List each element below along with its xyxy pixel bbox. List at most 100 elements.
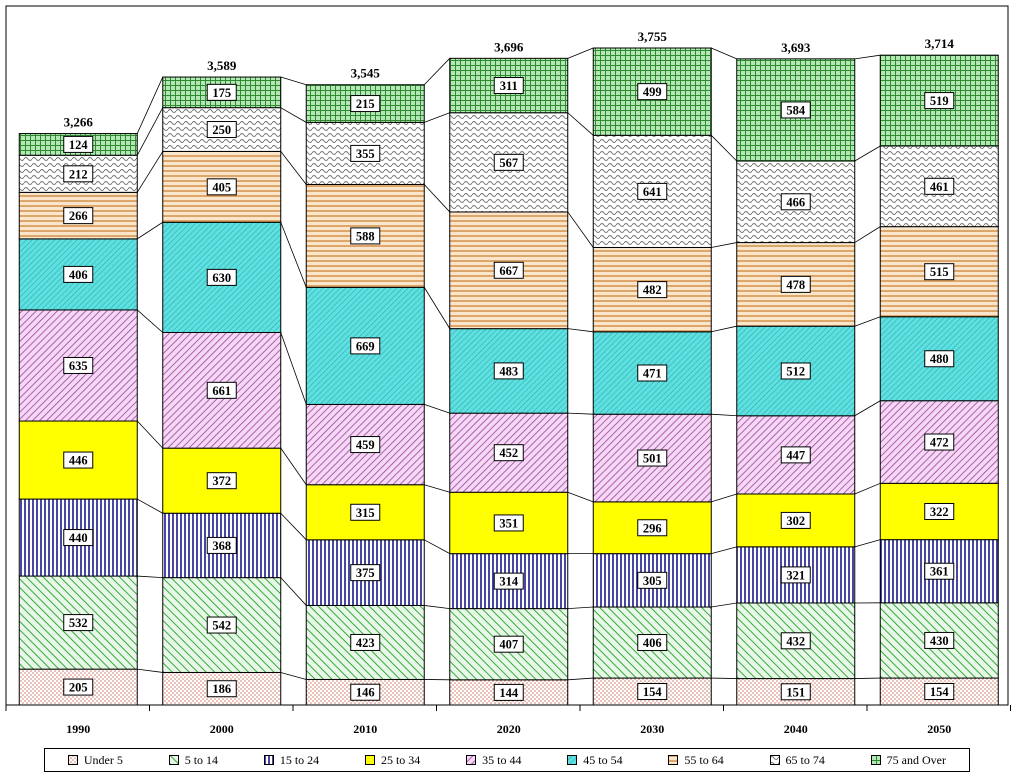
connector-line (854, 145, 881, 162)
category-label: 2020 (497, 722, 521, 736)
value-label: 314 (499, 575, 519, 589)
value-label: 305 (643, 574, 662, 588)
connector-line (854, 226, 881, 243)
value-label: 406 (69, 268, 88, 282)
value-label: 515 (930, 265, 949, 279)
value-label-box (63, 678, 94, 696)
value-label: 459 (356, 438, 375, 452)
value-label-box (637, 683, 668, 701)
connector-line (854, 482, 881, 495)
value-label-box (350, 227, 381, 245)
value-label: 146 (356, 686, 375, 700)
value-label: 635 (69, 359, 88, 373)
value-label-box (350, 144, 381, 162)
plot-frame (5, 5, 1009, 706)
legend-item: Under 5 (67, 753, 123, 768)
value-label: 250 (212, 123, 231, 137)
value-label-box (780, 193, 811, 211)
value-label: 532 (69, 616, 88, 630)
legend-item: 25 to 34 (364, 753, 420, 768)
value-label: 483 (499, 364, 518, 378)
connector-line (137, 668, 163, 673)
value-label-box (493, 572, 524, 590)
total-label: 3,266 (64, 115, 94, 130)
value-label: 567 (499, 156, 518, 170)
value-label-box (350, 436, 381, 454)
connector-line (280, 672, 307, 680)
value-label: 630 (212, 271, 231, 285)
value-label: 372 (212, 474, 231, 488)
legend-label: 35 to 44 (482, 752, 522, 767)
value-label: 296 (643, 521, 662, 535)
value-label: 501 (643, 452, 662, 466)
connector-line (136, 309, 164, 333)
legend-swatch (466, 755, 477, 765)
value-label: 466 (786, 195, 805, 209)
value-label: 661 (212, 384, 231, 398)
value-label: 368 (212, 539, 231, 553)
value-label-box (780, 683, 811, 701)
total-label: 3,589 (207, 58, 237, 73)
legend-swatch (263, 755, 274, 765)
category-label: 1990 (66, 722, 90, 736)
legend-label: 65 to 74 (785, 752, 825, 767)
value-label: 315 (356, 506, 375, 520)
connector-line (280, 332, 307, 405)
value-label-box (924, 433, 955, 451)
legend-label: 15 to 24 (279, 752, 320, 767)
value-label-box (924, 683, 955, 701)
total-label: 3,714 (925, 36, 955, 51)
value-label-box (493, 683, 524, 701)
value-label-box (924, 502, 955, 520)
connector-line (567, 47, 594, 59)
connector-line (136, 151, 164, 193)
value-label: 584 (786, 103, 806, 117)
value-label: 423 (356, 636, 375, 650)
value-label: 641 (643, 185, 662, 199)
value-label-box (780, 566, 811, 584)
value-label-box (493, 514, 524, 532)
value-label: 186 (212, 682, 231, 696)
value-label: 407 (499, 638, 518, 652)
total-label: 3,755 (638, 29, 668, 44)
value-label-box (637, 634, 668, 652)
value-label-box (350, 633, 381, 651)
value-label: 266 (69, 209, 88, 223)
value-label: 542 (212, 619, 231, 633)
legend-item: 5 to 14 (168, 753, 218, 768)
value-label: 471 (643, 367, 662, 381)
value-label-box (350, 683, 381, 701)
connector-line (136, 107, 164, 156)
value-label-box (780, 275, 811, 293)
legend-item: 75 and Over (870, 753, 946, 768)
value-label: 482 (643, 283, 662, 297)
connector-line (137, 498, 163, 514)
legend-swatch (67, 755, 78, 765)
value-label: 175 (212, 86, 231, 100)
value-label-box (350, 503, 381, 521)
connector-line (854, 400, 881, 417)
connector-line (854, 54, 881, 60)
value-label-box (924, 562, 955, 580)
connector-line (280, 107, 307, 123)
value-label-box (63, 165, 94, 183)
value-label-box (637, 83, 668, 101)
legend-item: 35 to 44 (466, 753, 521, 768)
value-label-box (206, 536, 237, 554)
value-label: 212 (69, 167, 88, 181)
value-label-box (493, 362, 524, 380)
connector-line (711, 325, 737, 333)
connector-line (280, 447, 307, 485)
total-label: 3,696 (494, 39, 524, 54)
connector-line (567, 677, 594, 681)
legend-item: 55 to 64 (668, 753, 724, 768)
value-label-box (206, 680, 237, 698)
connector-line (137, 575, 163, 579)
value-label-box (63, 451, 94, 469)
total-label: 3,693 (781, 40, 811, 55)
connector-line (280, 577, 307, 606)
value-label-box (63, 207, 94, 225)
connector-line (423, 287, 451, 329)
legend-swatch (769, 755, 780, 765)
